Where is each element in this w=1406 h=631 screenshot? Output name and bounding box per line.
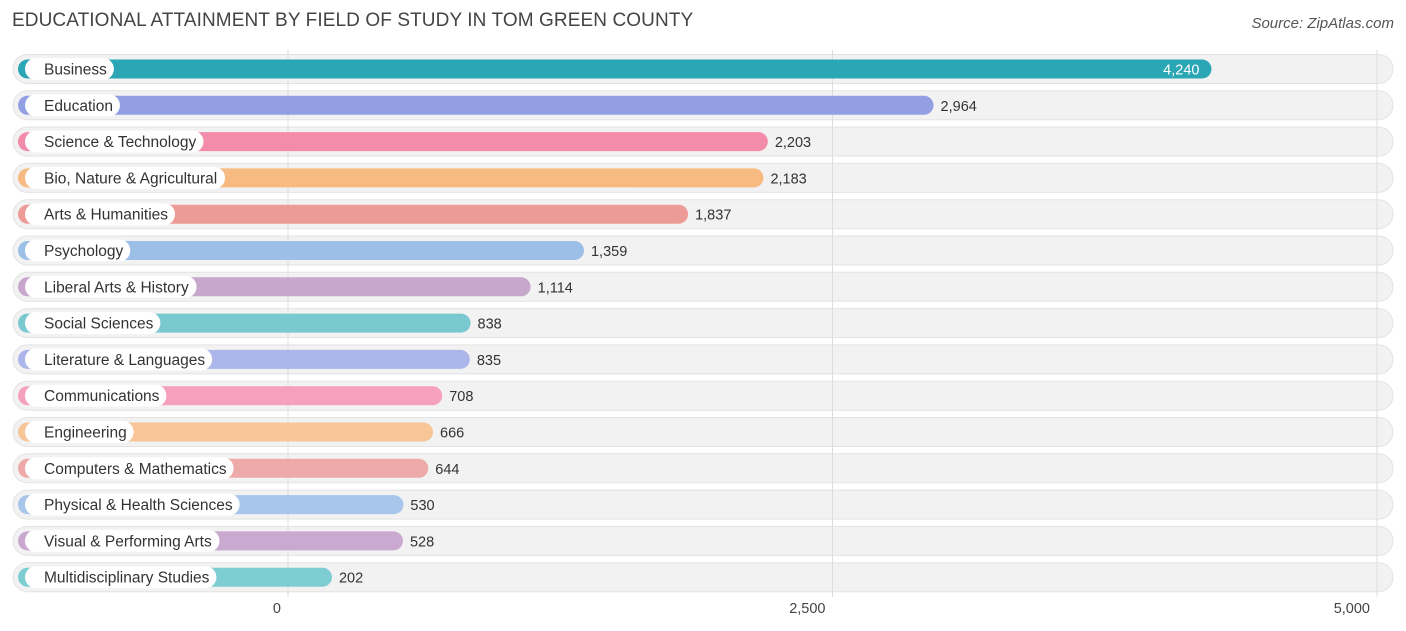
value-label-social-sciences: 838 [478, 317, 502, 333]
category-label-pill-computers-mathematics [25, 457, 234, 480]
x-tick-label-1: 2,500 [789, 601, 825, 617]
value-label-visual-performing-arts: 528 [410, 534, 434, 550]
bar-business[interactable] [18, 59, 1212, 79]
bar-science-technology[interactable] [18, 132, 768, 152]
category-label-pill-engineering [25, 421, 134, 443]
value-label-psychology: 1,359 [591, 244, 627, 260]
value-label-liberal-arts-history: 1,114 [538, 280, 573, 296]
category-label-business: Business [44, 62, 107, 79]
category-label-pill-multidisciplinary-studies [25, 566, 217, 589]
category-label-visual-performing-arts: Visual & Performing Arts [44, 533, 212, 550]
x-tick-label-2: 5,000 [1334, 601, 1370, 617]
row-track-multidisciplinary-studies [12, 562, 1394, 593]
category-label-pill-psychology [25, 239, 131, 262]
category-label-pill-arts-humanities [25, 203, 176, 226]
value-label-literature-languages: 835 [477, 353, 501, 369]
category-label-literature-languages: Literature & Languages [44, 352, 205, 369]
value-label-business: 4,240 [1163, 63, 1199, 79]
category-label-psychology: Psychology [44, 243, 124, 260]
category-label-pill-literature-languages [25, 348, 213, 371]
category-label-social-sciences: Social Sciences [44, 316, 154, 333]
value-label-physical-health-sciences: 530 [410, 498, 434, 514]
category-label-pill-bio-nature-agricultural [25, 166, 226, 189]
category-label-education: Education [44, 98, 113, 115]
value-label-multidisciplinary-studies: 202 [339, 571, 363, 587]
category-label-pill-visual-performing-arts [25, 529, 220, 552]
category-label-communications: Communications [44, 388, 160, 405]
x-tick-label-0: 0 [273, 601, 281, 617]
value-label-computers-mathematics: 644 [435, 462, 459, 478]
bar-psychology[interactable] [18, 241, 584, 260]
bar-arts-humanities[interactable] [18, 204, 689, 224]
chart-title: EDUCATIONAL ATTAINMENT BY FIELD OF STUDY… [12, 10, 694, 31]
category-label-arts-humanities: Arts & Humanities [44, 207, 168, 224]
source-credit: Source: ZipAtlas.com [1251, 15, 1394, 32]
category-label-engineering: Engineering [44, 425, 127, 442]
category-label-pill-social-sciences [25, 312, 161, 335]
category-label-physical-health-sciences: Physical & Health Sciences [44, 497, 233, 514]
category-label-pill-liberal-arts-history [25, 275, 197, 298]
category-label-pill-business [25, 58, 114, 80]
value-label-communications: 708 [449, 389, 473, 405]
value-label-arts-humanities: 1,837 [695, 208, 731, 224]
category-label-liberal-arts-history: Liberal Arts & History [44, 279, 189, 296]
category-label-pill-physical-health-sciences [25, 493, 240, 516]
value-label-bio-nature-agricultural: 2,183 [770, 171, 806, 187]
category-label-bio-nature-agricultural: Bio, Nature & Agricultural [44, 170, 217, 187]
category-label-multidisciplinary-studies: Multidisciplinary Studies [44, 570, 210, 587]
category-label-science-technology: Science & Technology [44, 134, 196, 151]
category-label-pill-communications [25, 384, 167, 407]
bar-education[interactable] [18, 95, 934, 115]
value-label-education: 2,964 [941, 99, 977, 115]
category-label-pill-science-technology [25, 130, 204, 153]
value-label-science-technology: 2,203 [775, 135, 811, 151]
category-label-computers-mathematics: Computers & Mathematics [44, 461, 227, 478]
category-label-pill-education [25, 94, 120, 117]
value-label-engineering: 666 [440, 426, 464, 442]
